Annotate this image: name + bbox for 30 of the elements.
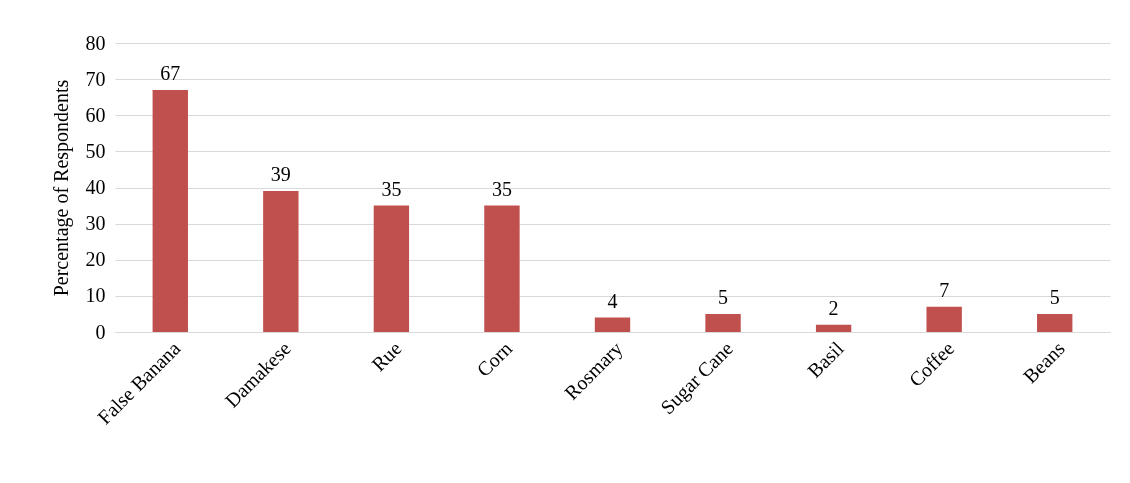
x-tick-label: Rue xyxy=(367,337,406,376)
bar xyxy=(263,191,299,332)
bar xyxy=(373,205,410,332)
bar xyxy=(152,89,188,332)
y-tick-label: 40 xyxy=(85,176,106,198)
bar xyxy=(705,313,741,332)
bar xyxy=(815,324,852,332)
bar xyxy=(1037,313,1073,332)
data-label: 67 xyxy=(160,61,181,84)
data-label: 2 xyxy=(828,296,839,319)
y-tick-label: 60 xyxy=(85,103,106,126)
x-tick-label: Corn xyxy=(472,337,517,381)
y-tick-label: 80 xyxy=(85,31,106,54)
data-label: 35 xyxy=(381,177,402,200)
bar xyxy=(594,317,631,332)
data-label: 5 xyxy=(1049,285,1060,308)
y-tick-label: 70 xyxy=(85,67,106,90)
data-label: 35 xyxy=(491,177,512,200)
data-label: 4 xyxy=(607,289,618,312)
y-tick-label: 10 xyxy=(85,284,106,307)
y-tick-label: 50 xyxy=(85,139,106,162)
data-label: 39 xyxy=(270,163,291,186)
bar xyxy=(926,306,962,332)
y-tick-label: 30 xyxy=(85,212,106,235)
y-axis-title: Percentage of Respondents xyxy=(49,79,73,297)
data-label: 7 xyxy=(939,278,950,301)
data-label: 5 xyxy=(718,285,729,308)
y-tick-label: 0 xyxy=(95,320,106,343)
y-tick-label: 20 xyxy=(85,248,106,271)
bar xyxy=(484,205,520,332)
